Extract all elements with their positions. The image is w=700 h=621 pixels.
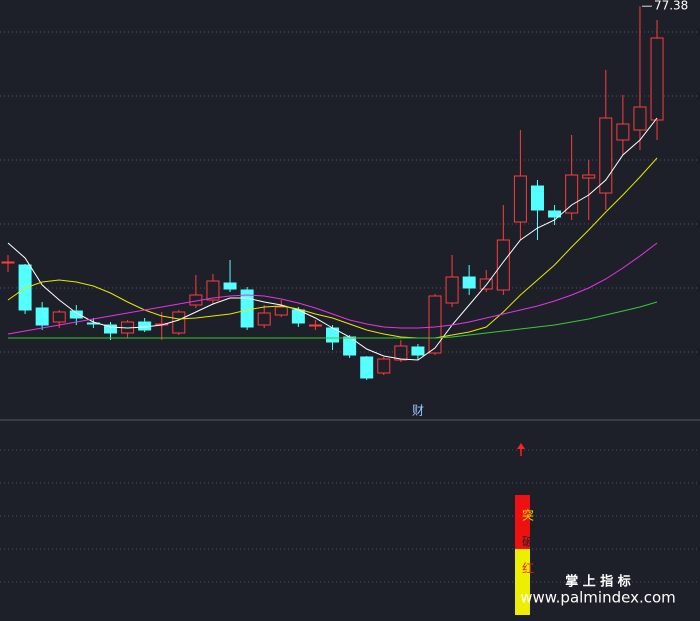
candle-body (308, 324, 322, 327)
grid (0, 31, 700, 583)
signal-arrow (517, 443, 525, 456)
candle-body (462, 276, 476, 289)
high-label: 77.38 (654, 0, 688, 13)
candle-body (257, 312, 271, 326)
candle-body (616, 123, 630, 141)
candle-body (496, 239, 510, 291)
candle-body (394, 345, 408, 361)
candle-body (69, 310, 83, 319)
candle-body (445, 276, 459, 304)
candle-body (206, 280, 220, 301)
candle-body (103, 324, 117, 334)
candle-body (530, 185, 544, 211)
moving-average (8, 301, 658, 339)
moving-average (7, 157, 658, 339)
signal-char: 突 (522, 508, 534, 523)
candle-body (377, 358, 391, 374)
watermark: 掌 上 指 标 (565, 574, 631, 590)
candle-body (411, 346, 425, 356)
candle-body (599, 117, 613, 194)
moving-average (7, 242, 658, 335)
candle-body (35, 307, 49, 326)
event-label: 财 (412, 404, 424, 418)
candle-body (565, 174, 579, 214)
candle-body (52, 311, 66, 323)
candle-body (360, 356, 374, 379)
candle-body (138, 321, 152, 331)
signal-char: 破 (522, 534, 534, 549)
candle-body (1, 261, 15, 264)
candle-body (513, 175, 527, 223)
candle-body (274, 306, 288, 316)
moving-average (7, 117, 658, 361)
watermark-url: www.palmindex.com (520, 589, 676, 607)
signal-bar-yellow (515, 549, 530, 615)
candle-body (582, 174, 596, 179)
candle-body (172, 311, 186, 334)
signal-char: 红 (522, 561, 534, 576)
candle-body (633, 106, 647, 131)
signal-bar-red (515, 495, 530, 549)
candle-body (223, 282, 237, 290)
candle-body (428, 295, 442, 354)
candle-body (479, 278, 493, 290)
candle-body (650, 37, 664, 121)
candle-body (548, 210, 562, 218)
